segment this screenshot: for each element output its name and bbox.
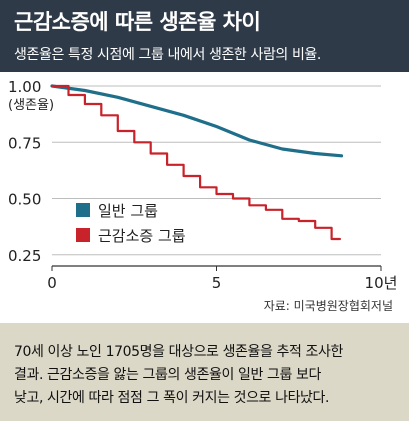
x-tick-label: 10년 [365,274,398,292]
y-tick-label: 0.50 [8,191,41,209]
caption-line-3: 낮고, 시간에 따라 점점 그 폭이 커지는 것으로 나타났다. [14,390,330,406]
caption-line-2: 결과. 근감소증을 앓는 그룹의 생존율이 일반 그룹 보다 [14,367,321,383]
legend-label: 일반 그룹 [98,202,158,220]
y-tick-label: 0.75 [8,134,41,152]
grid [52,85,381,256]
x-tick-label: 5 [212,274,222,292]
series-line-2 [50,84,341,241]
x-tick-label: 0 [47,274,57,292]
y-tick-label: 0.25 [8,247,41,265]
header: 근감소증에 따른 생존율 차이 생존율은 특정 시점에 그룹 내에서 생존한 사… [0,0,409,72]
y-axis-label: (생존율) [8,98,54,113]
legend-swatch [76,203,90,217]
series-line-1 [50,84,344,158]
series [50,84,344,241]
caption-panel: 70세 이상 노인 1705명을 대상으로 생존율을 추적 조사한 결과. 근감… [0,323,409,421]
legend-label: 근감소증 그룹 [98,227,186,245]
chart-subtitle: 생존율은 특정 시점에 그룹 내에서 생존한 사람의 비율. [14,47,321,63]
axes: 1.00 0.75 0.50 0.25 (생존율) 0 5 10년 [8,78,397,292]
y-tick-label: 1.00 [8,78,41,96]
caption: 70세 이상 노인 1705명을 대상으로 생존율을 추적 조사한 결과. 근감… [14,341,399,410]
chart-panel: 1.00 0.75 0.50 0.25 (생존율) 0 5 10년 일반 그룹 근감소증 그룹 … [0,72,409,323]
chart-title: 근감소증에 따른 생존율 차이 [14,10,261,34]
caption-line-1: 70세 이상 노인 1705명을 대상으로 생존율을 추적 조사한 [14,344,343,360]
source-label: 자료: 미국병원장협회저널 [264,299,393,313]
legend-swatch [76,228,90,242]
